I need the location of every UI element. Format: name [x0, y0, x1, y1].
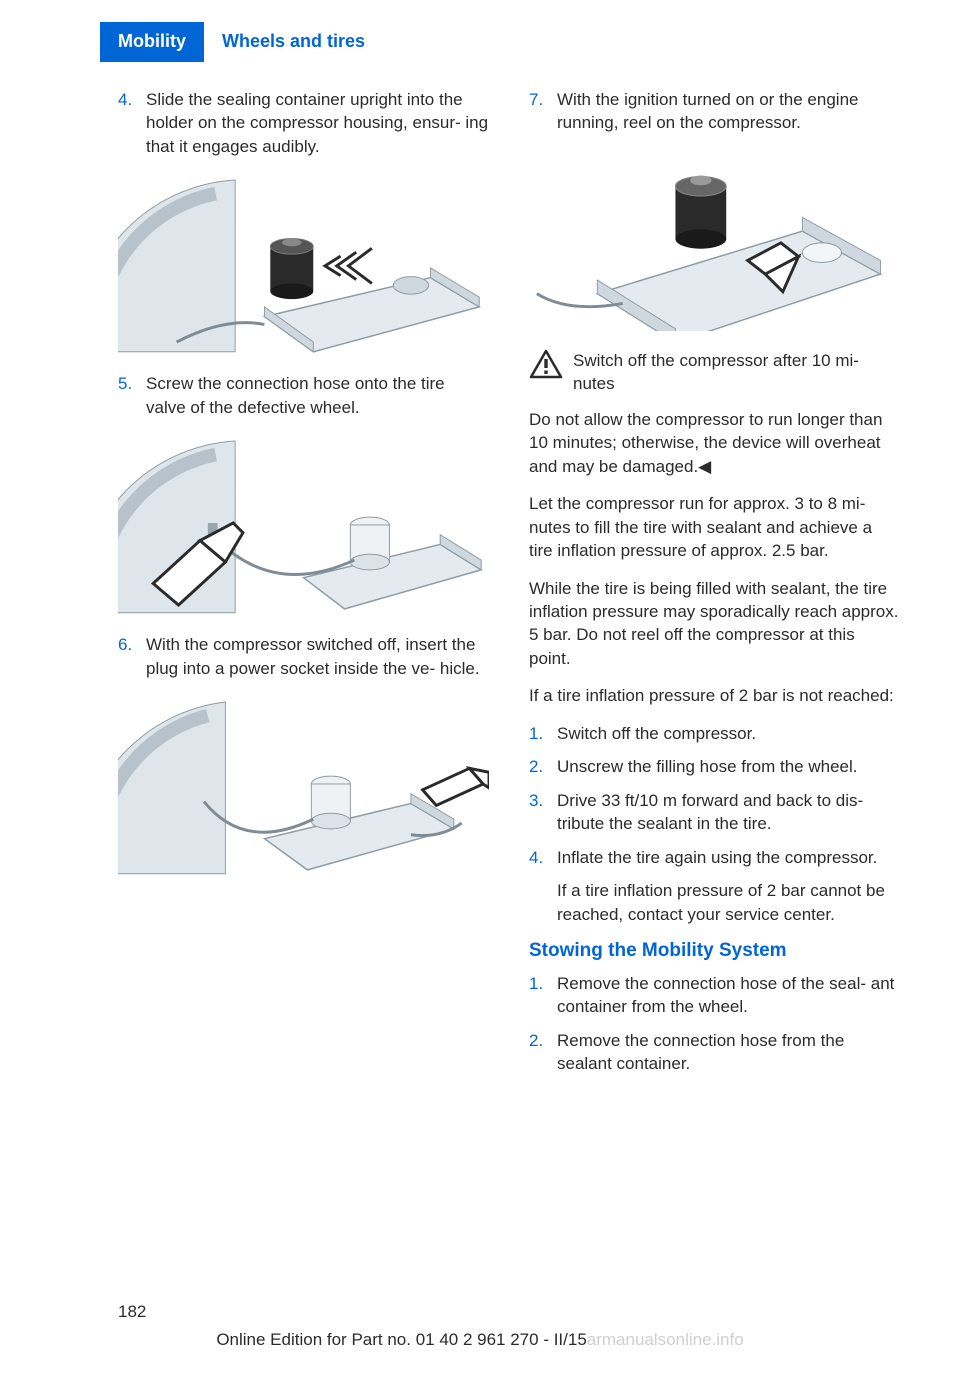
- stow-step-1: 1. Remove the connection hose of the sea…: [529, 972, 900, 1019]
- step-4-number: 4.: [118, 88, 132, 111]
- page-header: Mobility Wheels and tires: [100, 22, 960, 62]
- stow-step-2-number: 2.: [529, 1029, 543, 1052]
- substep-1-number: 1.: [529, 722, 543, 745]
- substep-4-continuation: If a tire inflation pressure of 2 bar ca…: [529, 879, 900, 926]
- left-column: 4. Slide the sealing container upright i…: [118, 88, 489, 1086]
- figure-step-4-svg: [118, 168, 489, 354]
- stow-step-1-number: 1.: [529, 972, 543, 995]
- substep-4-number: 4.: [529, 846, 543, 869]
- subheading-stowing: Stowing the Mobility System: [529, 940, 900, 962]
- figure-step-4: [118, 168, 489, 354]
- header-tab-mobility: Mobility: [100, 22, 204, 62]
- substep-2-number: 2.: [529, 755, 543, 778]
- paragraph-2bar-intro: If a tire inflation pressure of 2 bar is…: [529, 684, 900, 707]
- stow-step-1-text: Remove the connection hose of the seal‐ …: [557, 974, 894, 1016]
- substep-2: 2. Unscrew the filling hose from the whe…: [529, 755, 900, 778]
- substep-3-text: Drive 33 ft/10 m forward and back to dis…: [557, 791, 863, 833]
- footer-line: Online Edition for Part no. 01 40 2 961 …: [0, 1330, 960, 1350]
- substep-4-text: Inflate the tire again using the compres…: [557, 848, 877, 867]
- step-7-text: With the ignition turned on or the engin…: [557, 90, 858, 132]
- substep-1-text: Switch off the compressor.: [557, 724, 756, 743]
- warning-text: Switch off the compressor after 10 mi‐ n…: [573, 349, 900, 396]
- right-column: 7. With the ignition turned on or the en…: [529, 88, 900, 1086]
- substep-3-number: 3.: [529, 789, 543, 812]
- step-7: 7. With the ignition turned on or the en…: [529, 88, 900, 135]
- substep-1: 1. Switch off the compressor.: [529, 722, 900, 745]
- paragraph-overheat: Do not allow the compressor to run longe…: [529, 408, 900, 478]
- substep-2-text: Unscrew the filling hose from the wheel.: [557, 757, 857, 776]
- warning-icon: [529, 349, 563, 379]
- stow-step-2: 2. Remove the connection hose from the s…: [529, 1029, 900, 1076]
- warning-block: Switch off the compressor after 10 mi‐ n…: [529, 349, 900, 396]
- step-7-number: 7.: [529, 88, 543, 111]
- step-5: 5. Screw the connection hose onto the ti…: [118, 372, 489, 419]
- step-6-text: With the compressor switched off, insert…: [146, 635, 480, 677]
- step-6: 6. With the compressor switched off, ins…: [118, 633, 489, 680]
- figure-step-7: [529, 145, 900, 331]
- step-4: 4. Slide the sealing container upright i…: [118, 88, 489, 158]
- figure-step-6-svg: [118, 690, 489, 876]
- figure-step-5-svg: [118, 429, 489, 615]
- paragraph-5bar: While the tire is being filled with seal…: [529, 577, 900, 671]
- footer-watermark: armanualsonline.info: [587, 1330, 744, 1349]
- step-6-number: 6.: [118, 633, 132, 656]
- footer-edition: Online Edition for Part no. 01 40 2 961 …: [216, 1330, 586, 1349]
- step-5-number: 5.: [118, 372, 132, 395]
- figure-step-7-svg: [529, 145, 900, 331]
- figure-step-6: [118, 690, 489, 876]
- substep-3: 3. Drive 33 ft/10 m forward and back to …: [529, 789, 900, 836]
- step-5-text: Screw the connection hose onto the tire …: [146, 374, 445, 416]
- step-4-text: Slide the sealing container upright into…: [146, 90, 488, 156]
- paragraph-runtime: Let the compressor run for approx. 3 to …: [529, 492, 900, 562]
- stow-step-2-text: Remove the connection hose from the seal…: [557, 1031, 844, 1073]
- substep-4: 4. Inflate the tire again using the comp…: [529, 846, 900, 869]
- header-tab-wheels: Wheels and tires: [204, 22, 383, 62]
- page-number: 182: [118, 1302, 146, 1322]
- figure-step-5: [118, 429, 489, 615]
